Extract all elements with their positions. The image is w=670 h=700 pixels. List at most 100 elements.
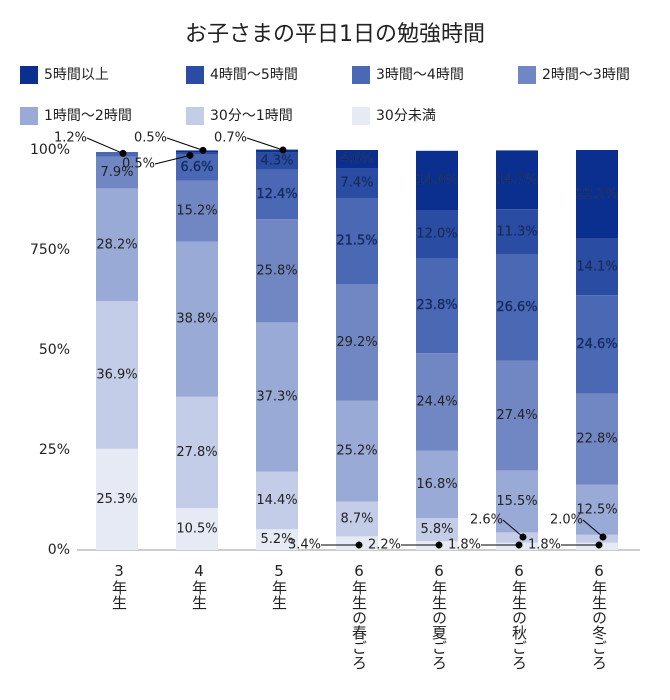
value-label: 21.5%: [336, 234, 377, 249]
value-label: 14.4%: [256, 493, 297, 508]
leader-line: [166, 137, 204, 151]
bar-segment: [496, 150, 538, 210]
leader-dot: [515, 541, 523, 549]
y-tick-label: 0%: [48, 542, 70, 558]
value-label: 2.6%: [470, 513, 503, 528]
value-label: 15.2%: [176, 204, 217, 219]
value-label: 2.2%: [368, 538, 401, 553]
y-tick-label: 50%: [39, 342, 70, 358]
bar-segment: [176, 152, 218, 155]
value-label: 0.5%: [122, 157, 155, 172]
legend-label: 2時間～3時間: [542, 67, 630, 83]
legend-swatch: [20, 66, 38, 84]
value-label: 29.2%: [336, 335, 377, 350]
y-tick-label: 100%: [30, 142, 70, 158]
bar-segment: [496, 254, 538, 361]
leader-dot: [279, 146, 287, 154]
bar-segment: [256, 322, 298, 472]
value-label: 14.7%: [496, 172, 537, 187]
bar-segment: [496, 470, 538, 533]
value-label: 12.0%: [416, 227, 457, 242]
bar-segment: [336, 400, 378, 502]
x-tick-label cat: 3年生: [110, 562, 128, 610]
bar-segment: [96, 188, 138, 302]
leader-line: [582, 519, 604, 538]
bar-segment: [576, 484, 618, 535]
value-label: 27.4%: [496, 408, 537, 423]
x-tick-label cat: 4年生: [190, 562, 208, 610]
leader-line: [86, 137, 124, 154]
bar-segment: [416, 258, 458, 354]
bar-segment: [336, 168, 378, 198]
value-label: 0.7%: [214, 131, 247, 146]
y-tick-label: 25%: [39, 442, 70, 458]
leader-dot: [186, 151, 194, 159]
value-label: 25.2%: [336, 444, 377, 459]
leader-dot: [199, 146, 207, 154]
value-label: 15.5%: [496, 494, 537, 509]
value-label: 12.5%: [576, 502, 617, 517]
bar-segment: [336, 150, 378, 169]
value-label: 37.3%: [256, 390, 297, 405]
x-tick-label cat: 5年生: [270, 562, 288, 610]
legend-label: 3時間～4時間: [376, 67, 464, 83]
leader-dot: [355, 541, 363, 549]
value-label: 36.9%: [96, 368, 137, 383]
bar-segment: [176, 508, 218, 550]
legend-label: 1時間～2時間: [44, 108, 132, 124]
value-label: 4.3%: [260, 154, 293, 169]
bar-segment: [336, 284, 378, 401]
bar-segment: [416, 450, 458, 518]
value-label: 14.1%: [576, 260, 617, 275]
x-tick-label cat: 6年生の冬ごろ: [590, 562, 608, 670]
value-label: 24.6%: [576, 337, 617, 352]
leader-dot: [595, 541, 603, 549]
value-label: 11.3%: [496, 224, 537, 239]
bar-segment: [576, 238, 618, 296]
legend-label: 30分～1時間: [210, 108, 293, 124]
value-label: 0.5%: [134, 131, 167, 146]
bar-segment: [416, 210, 458, 258]
value-label: 7.4%: [340, 176, 373, 191]
chart-title: お子さまの平日1日の勉強時間: [185, 22, 485, 47]
bar-segment: [576, 150, 618, 239]
bar-segment: [416, 353, 458, 451]
bar-segment: [96, 152, 138, 157]
value-label: 26.6%: [496, 300, 537, 315]
leader-dot: [435, 541, 443, 549]
legend-swatch: [186, 66, 204, 84]
bar-segment: [176, 150, 218, 153]
bar-segment: [336, 501, 378, 537]
value-label: 4.6%: [340, 152, 373, 167]
value-label: 1.8%: [448, 538, 481, 553]
bar-segment: [416, 518, 458, 542]
value-label: 22.8%: [576, 432, 617, 447]
bar-segment: [256, 219, 298, 323]
value-label: 5.8%: [420, 522, 453, 537]
legend-swatch: [352, 66, 370, 84]
value-label: 27.8%: [176, 445, 217, 460]
value-label: 3.4%: [288, 538, 321, 553]
bar-segment: [256, 471, 298, 530]
bar-segment: [176, 180, 218, 242]
bar-segment: [576, 295, 618, 394]
value-label: 38.8%: [176, 312, 217, 327]
value-label: 1.8%: [528, 538, 561, 553]
legend-swatch: [186, 107, 204, 125]
bar-segment: [96, 301, 138, 449]
value-label: 2.0%: [550, 513, 583, 528]
value-label: 7.9%: [100, 165, 133, 180]
x-tick-label cat: 6年生の夏ごろ: [430, 562, 448, 670]
value-label: 14.8%: [416, 173, 457, 188]
value-label: 24.4%: [416, 395, 457, 410]
leader-dot: [519, 533, 527, 541]
value-label: 5.2%: [260, 532, 293, 547]
bar-segment: [416, 150, 458, 210]
value-label: 1.2%: [54, 131, 87, 146]
bar-segment: [336, 198, 378, 284]
bar-segment: [496, 360, 538, 471]
value-label: 16.8%: [416, 477, 457, 492]
bar-segment: [176, 154, 218, 181]
legend-label: 5時間以上: [44, 67, 109, 83]
